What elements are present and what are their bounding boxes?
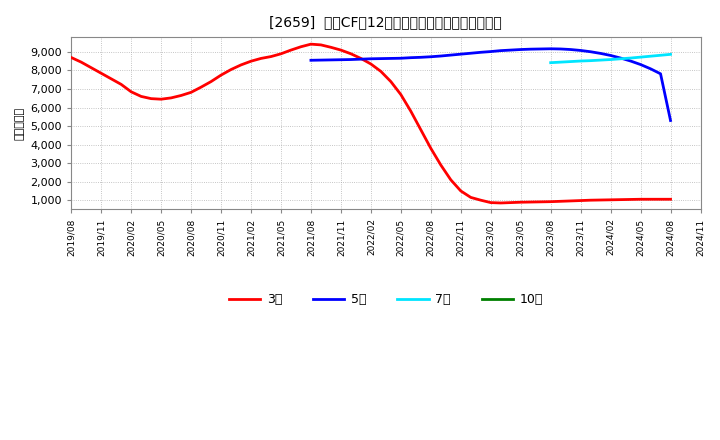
- Legend: 3年, 5年, 7年, 10年: 3年, 5年, 7年, 10年: [224, 288, 548, 311]
- Title: [2659]  投賄CFの12か月移動合計の標準偏差の推移: [2659] 投賄CFの12か月移動合計の標準偏差の推移: [269, 15, 503, 29]
- Y-axis label: （百万円）: （百万円）: [15, 107, 25, 140]
